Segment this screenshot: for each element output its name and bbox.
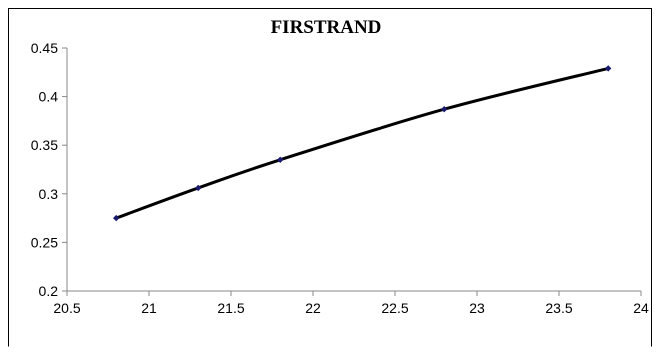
x-tick-label: 24	[633, 300, 649, 316]
y-tick-label: 0.3	[39, 186, 59, 202]
y-tick-label: 0.45	[31, 40, 58, 56]
data-point-marker	[113, 214, 120, 222]
y-tick-label: 0.25	[31, 234, 58, 250]
x-tick-label: 21.5	[217, 300, 244, 316]
x-tick-label: 21	[141, 300, 157, 316]
x-tick-label: 22.5	[381, 300, 408, 316]
data-point-marker	[195, 184, 202, 192]
x-tick-label: 23	[469, 300, 485, 316]
y-tick-label: 0.4	[39, 89, 59, 105]
data-point-marker	[441, 106, 448, 113]
series-layer	[113, 65, 612, 222]
data-point-marker	[277, 156, 284, 163]
x-tick-label: 22	[305, 300, 321, 316]
x-tick-label: 20.5	[53, 300, 80, 316]
y-tick-label: 0.2	[39, 283, 59, 299]
chart-title: FIRSTRAND	[271, 17, 382, 38]
chart-frame	[8, 8, 652, 347]
axes: 0.2 0.25 0.3 0.35 0.4 0.45 20.5 21 21.5 22 22.5 23 2…	[31, 40, 649, 316]
series-line	[114, 66, 610, 220]
data-point-marker	[605, 65, 612, 72]
y-tick-label: 0.35	[31, 137, 58, 153]
x-tick-label: 23.5	[545, 300, 572, 316]
